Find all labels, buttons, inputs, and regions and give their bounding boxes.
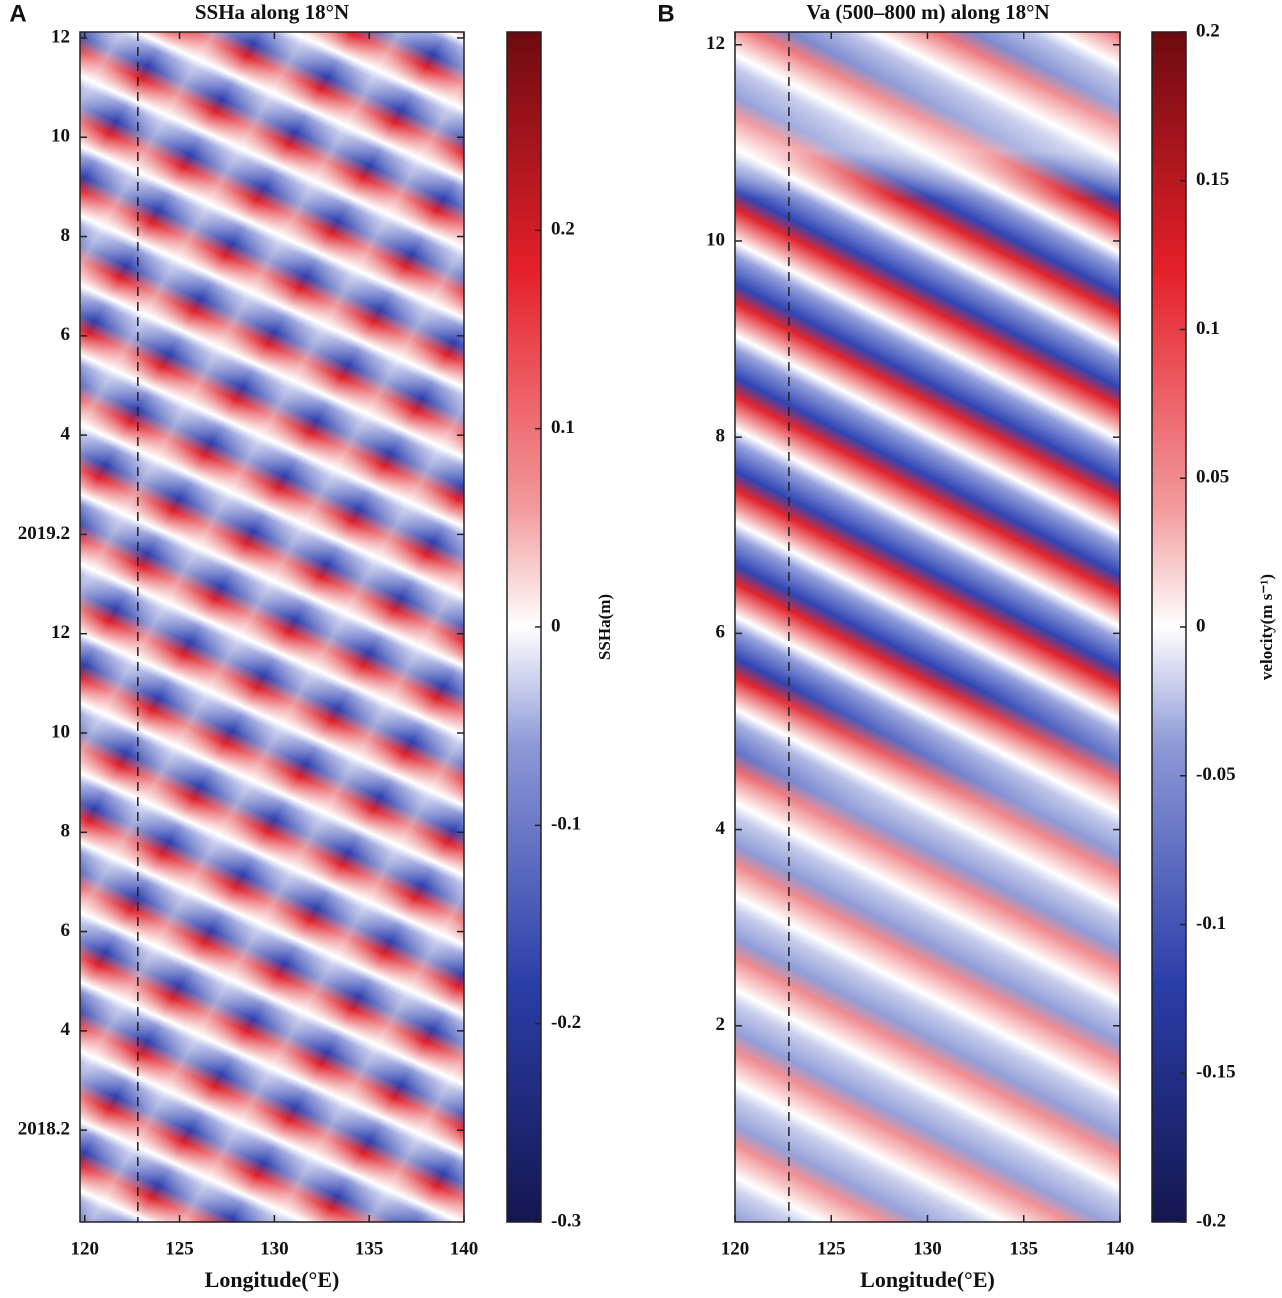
colorbar-tick-label: 0.2 <box>1196 20 1220 41</box>
colorbar-tick-label: -0.3 <box>551 1210 581 1231</box>
y-tick-label: 10 <box>51 126 70 147</box>
x-tick-label: 135 <box>1010 1238 1039 1259</box>
chart-title: Va (500–800 m) along 18°N <box>806 0 1049 24</box>
x-axis-label: Longitude(°E) <box>205 1267 340 1292</box>
colorbar-tick-label: -0.2 <box>551 1012 581 1033</box>
x-tick-label: 135 <box>355 1238 384 1259</box>
colorbar-tick-label: -0.05 <box>1196 764 1236 785</box>
colorbar-label: velocity(m s⁻¹) <box>1257 574 1276 680</box>
y-tick-label: 2 <box>716 1014 726 1035</box>
chart-title: SSHa along 18°N <box>195 0 349 24</box>
plot-frame <box>79 31 465 1223</box>
field-a-texture <box>80 32 464 1222</box>
y-tick-label: 6 <box>716 622 726 643</box>
x-tick-label: 140 <box>1106 1238 1135 1259</box>
y-tick-label: 6 <box>61 920 71 941</box>
y-tick-label: 2019.2 <box>18 523 70 544</box>
y-tick-label: 4 <box>716 818 726 839</box>
colorbar-tick-label: 0.1 <box>1196 318 1220 339</box>
y-tick-label: 8 <box>61 821 71 842</box>
colorbar-tick-label: 0.05 <box>1196 467 1229 488</box>
field-b-texture <box>735 32 1120 1222</box>
y-tick-label: 12 <box>706 33 725 54</box>
y-tick-label: 10 <box>706 229 725 250</box>
y-tick-label: 4 <box>61 423 71 444</box>
x-tick-label: 130 <box>260 1238 289 1259</box>
y-tick-label: 12 <box>51 622 70 643</box>
colorbar-tick-label: 0.2 <box>551 219 575 240</box>
x-tick-label: 120 <box>70 1238 99 1259</box>
y-tick-label: 4 <box>61 1019 71 1040</box>
colorbar-tick-label: -0.15 <box>1196 1062 1236 1083</box>
x-tick-label: 125 <box>165 1238 194 1259</box>
x-tick-label: 120 <box>721 1238 750 1259</box>
colorbar-tick-label: 0.1 <box>551 417 575 438</box>
x-tick-label: 140 <box>450 1238 479 1259</box>
y-tick-label: 8 <box>716 426 726 447</box>
y-tick-label: 6 <box>61 324 71 345</box>
x-tick-label: 125 <box>817 1238 846 1259</box>
colorbar-label: SSHa(m) <box>595 594 614 660</box>
colorbar-tick-label: 0 <box>1196 615 1206 636</box>
colorbar-tick-label: -0.1 <box>1196 913 1226 934</box>
y-tick-label: 8 <box>61 225 71 246</box>
colorbar-tick-label: 0 <box>551 615 561 636</box>
y-tick-label: 12 <box>51 26 70 47</box>
colorbar-tick-label: -0.1 <box>551 814 581 835</box>
y-tick-label: 2018.2 <box>18 1119 70 1140</box>
x-tick-label: 130 <box>913 1238 942 1259</box>
panel-label: B <box>657 0 674 27</box>
colorbar-tick-label: 0.15 <box>1196 169 1229 190</box>
y-tick-label: 10 <box>51 721 70 742</box>
panel-label: A <box>9 0 26 27</box>
x-axis-label: Longitude(°E) <box>860 1267 995 1292</box>
colorbar-tick-label: -0.2 <box>1196 1210 1226 1231</box>
